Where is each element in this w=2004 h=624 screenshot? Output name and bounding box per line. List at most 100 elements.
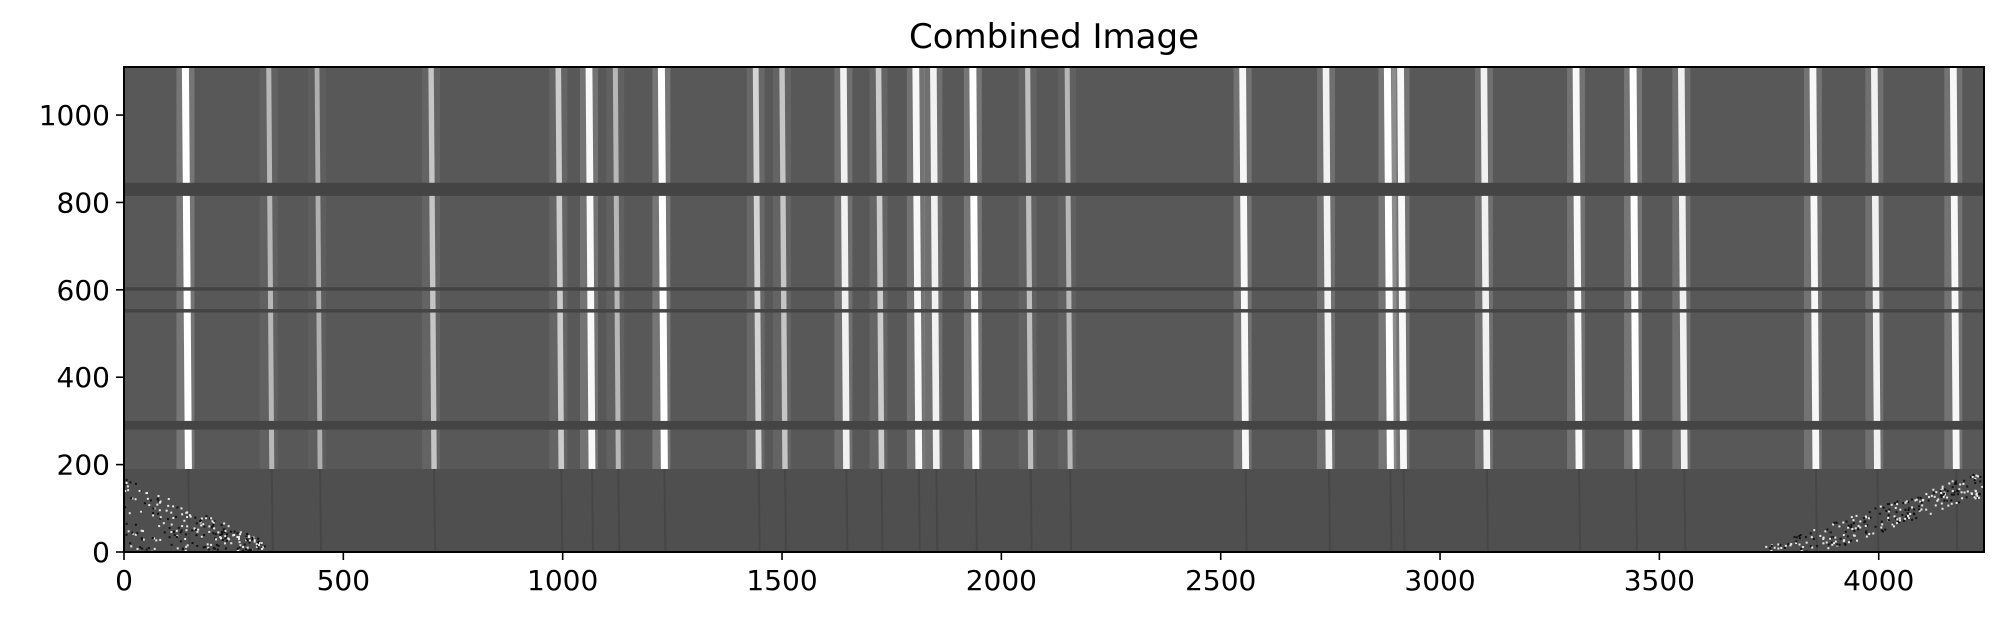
noise-speck [1954,482,1957,485]
noise-speck [212,546,215,549]
noise-speck [126,485,129,488]
noise-speck [232,534,235,537]
noise-speck [205,517,208,520]
noise-speck [1825,541,1828,544]
noise-speck [1822,537,1825,540]
x-tick-label: 0 [115,564,133,597]
noise-speck [1939,489,1942,492]
dark-band [124,420,1984,430]
emission-line-trace [270,468,274,552]
noise-speck [1779,543,1782,546]
noise-speck [1965,496,1968,499]
noise-speck [1770,544,1773,547]
noise-speck [1951,486,1954,489]
noise-speck [219,533,222,536]
noise-speck [1777,543,1780,546]
noise-speck [128,512,131,515]
noise-speck [237,537,240,540]
noise-speck [1853,534,1856,537]
noise-speck [186,525,189,528]
noise-speck [1979,480,1982,483]
emission-line-trace [1029,468,1033,552]
noise-speck [1943,491,1946,494]
noise-speck [206,543,209,546]
noise-speck [1974,490,1977,493]
noise-speck [1798,535,1801,538]
noise-speck [223,522,226,525]
noise-speck [1855,514,1858,517]
emission-line [1871,67,1881,470]
noise-speck [1795,540,1798,543]
noise-speck [1917,505,1920,508]
noise-speck [1973,496,1976,499]
noise-speck [257,547,260,550]
noise-speck [1880,526,1883,529]
dark-bands [124,182,1984,430]
noise-speck [1920,508,1923,511]
x-tick-label: 3000 [1404,564,1475,597]
noise-speck [1838,525,1841,528]
noise-speck [1874,525,1877,528]
noise-speck [1811,546,1814,549]
emission-line [1949,67,1960,470]
noise-speck [1852,519,1855,522]
noise-speck [208,517,211,520]
noise-speck [205,515,208,518]
noise-speck [157,499,160,502]
noise-speck [156,497,159,500]
noise-speck [139,546,142,549]
noise-speck [248,535,251,538]
noise-speck [153,507,156,510]
noise-speck [185,545,188,548]
noise-speck [1880,529,1883,532]
noise-speck [1845,520,1848,523]
noise-speck [1863,521,1866,524]
noise-speck [1960,491,1963,494]
noise-speck [175,535,178,538]
noise-speck [1959,483,1962,486]
noise-speck [1838,543,1841,546]
noise-speck [212,523,215,526]
noise-speck [1977,496,1980,499]
dark-band [124,182,1984,196]
noise-speck [1907,501,1910,504]
emission-line-trace [1578,468,1582,552]
emission-line [1064,67,1073,470]
noise-speck [151,537,154,540]
noise-speck [1950,502,1953,505]
noise-speck [125,478,128,481]
noise-speck [1915,498,1918,501]
noise-speck [1859,526,1862,529]
noise-speck [255,543,258,546]
noise-speck [213,547,216,550]
noise-speck [1832,523,1835,526]
noise-speck [1963,491,1966,494]
noise-speck [1901,514,1904,517]
noise-speck [1892,525,1895,528]
noise-speck [247,549,250,552]
x-tick-label: 4000 [1843,564,1914,597]
noise-speck [1962,482,1965,485]
noise-speck [221,539,224,542]
noise-speck [1941,507,1944,510]
noise-speck [1902,502,1905,505]
y-tick-label: 600 [57,274,110,307]
noise-speck [1915,517,1918,520]
noise-speck [1868,533,1871,536]
noise-speck [1800,549,1803,552]
noise-speck [124,483,127,486]
x-tick-label: 2500 [1185,564,1256,597]
noise-speck [172,516,175,519]
noise-speck [127,530,130,533]
noise-speck [239,533,242,536]
noise-speck [1911,518,1914,521]
noise-speck [159,516,162,519]
noise-speck [1932,488,1935,491]
noise-speck [127,489,130,492]
noise-speck [204,545,207,548]
noise-speck [1937,498,1940,501]
noise-speck [1893,502,1896,505]
noise-speck [1857,524,1860,527]
noise-speck [1789,544,1792,547]
noise-speck [1851,528,1854,531]
